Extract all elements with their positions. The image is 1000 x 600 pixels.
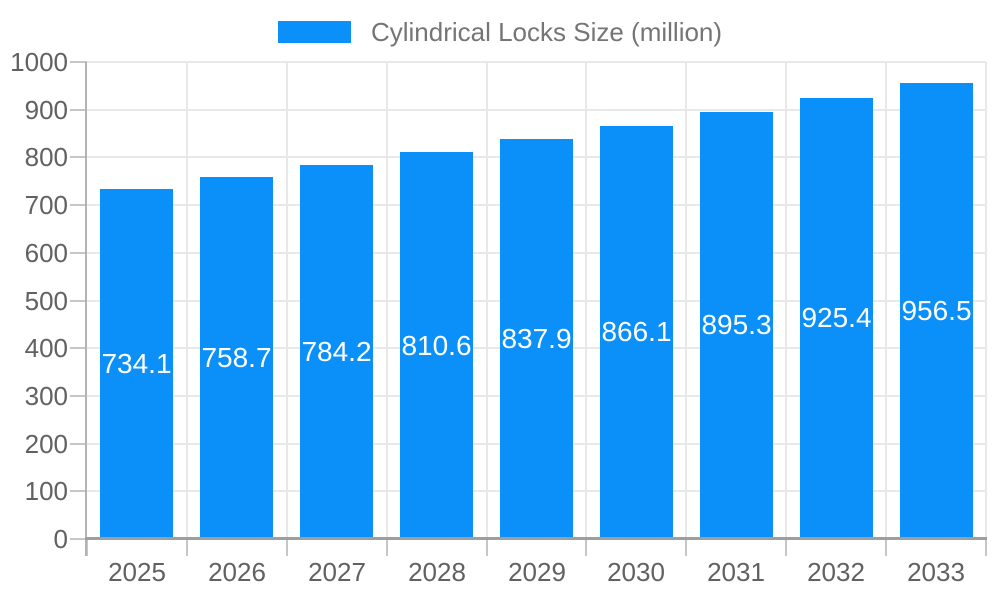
x-axis-label: 2026 [208,557,266,587]
y-axis-tick [70,61,87,63]
bar-2031[interactable] [700,112,773,539]
gridline-vertical [985,62,987,539]
bar-2025[interactable] [100,189,173,539]
bar-2029[interactable] [500,139,573,539]
y-axis-tick [70,109,87,111]
y-axis-label: 800 [24,142,68,172]
x-axis-label: 2025 [108,557,166,587]
x-axis-label: 2028 [408,557,466,587]
x-axis-label: 2032 [807,557,865,587]
gridline-vertical [286,62,288,539]
x-axis-tick [186,540,188,556]
x-axis-tick [286,540,288,556]
y-axis-label: 400 [24,333,68,363]
gridline-horizontal [87,61,986,63]
x-axis-tick [985,540,987,556]
y-axis-tick [70,347,87,349]
bar-value-label: 866.1 [601,316,672,347]
y-axis-label: 200 [24,429,68,459]
x-axis-tick [885,540,887,556]
x-axis-label: 2033 [907,557,965,587]
y-axis-label: 0 [53,524,68,554]
y-axis-label: 900 [24,95,68,125]
x-axis-label: 2029 [508,557,566,587]
x-axis-tick [386,540,388,556]
x-axis-tick [86,540,88,556]
y-axis-tick [70,395,87,397]
bar-value-label: 784.2 [301,336,372,367]
gridline-vertical [785,62,787,539]
chart-legend: Cylindrical Locks Size (million) [0,16,1000,48]
legend-swatch-icon [277,21,351,43]
x-axis-label: 2030 [607,557,665,587]
gridline-vertical [885,62,887,539]
bar-value-label: 734.1 [101,348,172,379]
bar-2032[interactable] [800,98,873,539]
x-axis-line [85,537,987,540]
gridline-vertical [585,62,587,539]
gridline-vertical [486,62,488,539]
bar-value-label: 837.9 [501,323,572,354]
y-axis-tick [70,156,87,158]
y-axis-label: 100 [24,476,68,506]
y-axis-label: 700 [24,190,68,220]
y-axis-tick [70,538,87,540]
bar-value-label: 895.3 [701,309,772,340]
y-axis-label: 300 [24,381,68,411]
x-axis-tick [486,540,488,556]
x-axis-tick [585,540,587,556]
legend-label: Cylindrical Locks Size (million) [370,17,723,47]
y-axis-label: 1000 [10,47,68,77]
bar-2030[interactable] [600,126,673,539]
gridline-vertical [386,62,388,539]
bar-value-label: 956.5 [901,295,972,326]
bar-2033[interactable] [900,83,973,539]
gridline-horizontal [87,109,986,111]
y-axis-tick [70,300,87,302]
x-axis-label: 2031 [707,557,765,587]
y-axis-tick [70,204,87,206]
bar-value-label: 758.7 [201,342,272,373]
y-axis-tick [70,490,87,492]
bar-2028[interactable] [400,152,473,539]
gridline-vertical [685,62,687,539]
y-axis-label: 500 [24,286,68,316]
bar-value-label: 810.6 [401,330,472,361]
y-axis-tick [70,443,87,445]
y-axis-tick [70,252,87,254]
bar-2026[interactable] [200,177,273,539]
gridline-vertical [186,62,188,539]
y-axis-label: 600 [24,238,68,268]
x-axis-label: 2027 [308,557,366,587]
x-axis-tick [785,540,787,556]
x-axis-tick [685,540,687,556]
y-axis-line [85,62,87,556]
bar-2027[interactable] [300,165,373,539]
bar-value-label: 925.4 [801,302,872,333]
